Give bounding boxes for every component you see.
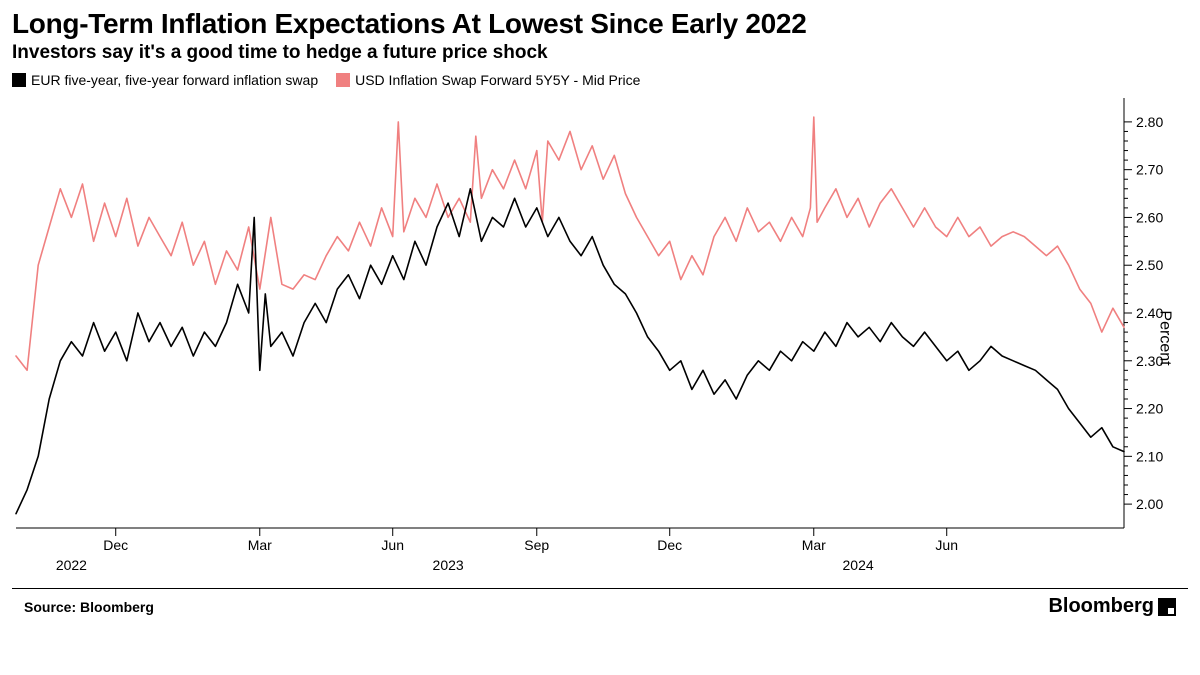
svg-text:2.50: 2.50 <box>1136 257 1163 273</box>
brand-icon <box>1158 598 1176 616</box>
chart-svg: 2.002.102.202.302.402.502.602.702.80 Dec… <box>12 92 1188 584</box>
legend-swatch-eur <box>12 73 26 87</box>
chart-subtitle: Investors say it's a good time to hedge … <box>0 40 1200 72</box>
svg-text:2023: 2023 <box>433 557 464 573</box>
chart-area: 2.002.102.202.302.402.502.602.702.80 Dec… <box>12 92 1188 584</box>
svg-text:2.20: 2.20 <box>1136 401 1163 417</box>
svg-text:Jun: Jun <box>935 537 958 553</box>
x-axis: Dec Mar Jun Sep Dec Mar Jun 2022 2023 2024 <box>16 528 1124 573</box>
svg-text:2.80: 2.80 <box>1136 114 1163 130</box>
y-axis-label: Percent <box>1155 310 1173 365</box>
svg-text:2.00: 2.00 <box>1136 496 1163 512</box>
svg-text:Mar: Mar <box>802 537 826 553</box>
svg-text:2.60: 2.60 <box>1136 209 1163 225</box>
chart-title: Long-Term Inflation Expectations At Lowe… <box>0 0 1200 40</box>
svg-text:Jun: Jun <box>381 537 404 553</box>
svg-text:2022: 2022 <box>56 557 87 573</box>
legend-item-eur: EUR five-year, five-year forward inflati… <box>12 72 318 88</box>
svg-text:Dec: Dec <box>103 537 128 553</box>
legend: EUR five-year, five-year forward inflati… <box>0 72 1200 92</box>
legend-item-usd: USD Inflation Swap Forward 5Y5Y - Mid Pr… <box>336 72 640 88</box>
legend-label-usd: USD Inflation Swap Forward 5Y5Y - Mid Pr… <box>355 72 640 88</box>
svg-text:Sep: Sep <box>524 537 549 553</box>
svg-text:2.10: 2.10 <box>1136 448 1163 464</box>
source-label: Source: Bloomberg <box>24 599 154 615</box>
brand-text: Bloomberg <box>1048 595 1154 618</box>
legend-label-eur: EUR five-year, five-year forward inflati… <box>31 72 318 88</box>
legend-swatch-usd <box>336 73 350 87</box>
series-usd <box>16 117 1124 370</box>
series-group <box>16 117 1124 514</box>
svg-text:Mar: Mar <box>248 537 272 553</box>
svg-text:2.70: 2.70 <box>1136 162 1163 178</box>
svg-text:2024: 2024 <box>843 557 874 573</box>
brand-label: Bloomberg <box>1048 595 1176 618</box>
series-eur <box>16 189 1124 514</box>
svg-text:Dec: Dec <box>657 537 682 553</box>
